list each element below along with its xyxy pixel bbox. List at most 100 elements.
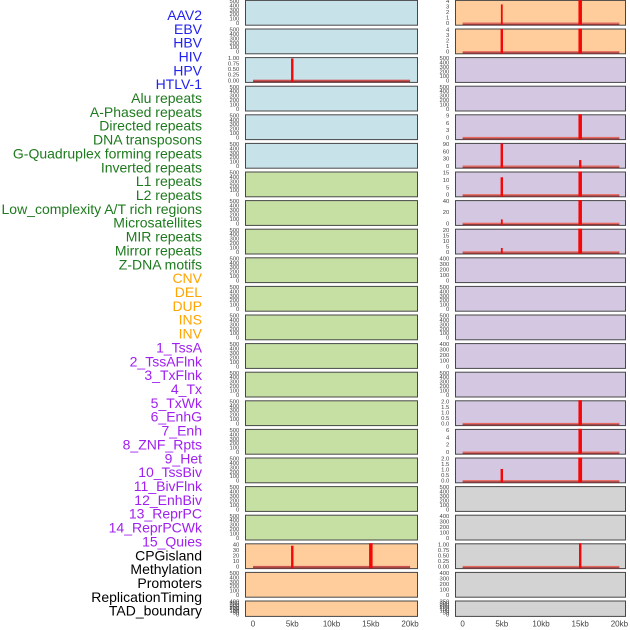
svg-text:2.0: 2.0 <box>441 399 450 405</box>
svg-text:500: 500 <box>229 199 240 205</box>
svg-text:6: 6 <box>446 428 450 434</box>
svg-text:300: 300 <box>229 151 240 157</box>
svg-text:100: 100 <box>439 331 450 337</box>
svg-text:Directed repeats: Directed repeats <box>99 118 202 134</box>
svg-text:6: 6 <box>446 121 450 127</box>
svg-text:500: 500 <box>439 371 450 377</box>
svg-text:0: 0 <box>236 50 240 56</box>
svg-text:100: 100 <box>439 609 450 615</box>
svg-text:1.5: 1.5 <box>441 462 450 468</box>
svg-text:100: 100 <box>439 303 450 309</box>
svg-text:150: 150 <box>229 608 240 614</box>
svg-text:40: 40 <box>233 542 240 548</box>
svg-text:0: 0 <box>236 612 240 618</box>
svg-text:9: 9 <box>446 113 449 119</box>
svg-text:1.0: 1.0 <box>441 468 450 474</box>
svg-text:250: 250 <box>439 603 450 609</box>
svg-text:0: 0 <box>446 278 450 284</box>
svg-text:500: 500 <box>229 28 240 34</box>
svg-text:INS: INS <box>179 312 202 328</box>
svg-text:HBV: HBV <box>173 35 202 51</box>
svg-text:300: 300 <box>229 437 240 443</box>
svg-text:15: 15 <box>443 171 450 177</box>
svg-text:400: 400 <box>439 89 450 95</box>
svg-text:200: 200 <box>229 127 240 133</box>
svg-text:13_ReprPC: 13_ReprPC <box>129 506 202 522</box>
svg-text:200: 200 <box>439 525 450 531</box>
svg-text:CPGisland: CPGisland <box>135 547 202 563</box>
svg-text:300: 300 <box>439 322 450 328</box>
svg-text:300: 300 <box>229 294 240 300</box>
svg-text:500: 500 <box>229 228 240 234</box>
svg-text:400: 400 <box>439 318 450 324</box>
svg-text:50: 50 <box>443 610 450 616</box>
svg-text:500: 500 <box>229 485 240 491</box>
svg-text:300: 300 <box>439 65 450 71</box>
svg-text:15_Quies: 15_Quies <box>142 533 202 549</box>
svg-text:10_TssBiv: 10_TssBiv <box>138 464 202 480</box>
svg-text:1.0: 1.0 <box>441 410 450 416</box>
svg-text:5: 5 <box>446 244 450 250</box>
svg-text:0: 0 <box>236 221 240 227</box>
svg-text:0: 0 <box>236 164 240 170</box>
svg-text:40: 40 <box>443 199 450 205</box>
svg-text:8_ZNF_Rpts: 8_ZNF_Rpts <box>123 436 202 452</box>
svg-text:100: 100 <box>229 531 240 537</box>
svg-text:5: 5 <box>446 185 450 191</box>
svg-text:0.50: 0.50 <box>228 67 240 73</box>
svg-text:0: 0 <box>446 21 450 27</box>
svg-text:300: 300 <box>229 523 240 529</box>
svg-text:60: 60 <box>443 149 450 155</box>
svg-text:500: 500 <box>229 113 240 119</box>
svg-text:150: 150 <box>439 607 450 613</box>
svg-text:400: 400 <box>439 571 450 577</box>
svg-text:0.00: 0.00 <box>438 564 450 570</box>
svg-text:300: 300 <box>439 380 450 386</box>
svg-text:1: 1 <box>446 44 449 50</box>
svg-text:HTLV-1: HTLV-1 <box>156 76 203 92</box>
svg-text:500: 500 <box>229 571 240 577</box>
svg-text:5kb: 5kb <box>286 620 299 629</box>
svg-text:Low_complexity A/T rich region: Low_complexity A/T rich regions <box>2 201 203 217</box>
svg-text:350: 350 <box>229 601 240 607</box>
svg-text:300: 300 <box>439 348 450 354</box>
svg-text:100: 100 <box>439 74 450 80</box>
svg-text:400: 400 <box>229 318 240 324</box>
svg-text:200: 200 <box>229 384 240 390</box>
svg-text:100: 100 <box>229 160 240 166</box>
svg-text:90: 90 <box>443 142 450 148</box>
svg-text:500: 500 <box>229 171 240 177</box>
svg-text:400: 400 <box>229 375 240 381</box>
svg-text:200: 200 <box>229 212 240 218</box>
svg-text:400: 400 <box>229 32 240 38</box>
svg-text:100: 100 <box>229 102 240 108</box>
svg-text:4: 4 <box>446 28 450 34</box>
svg-text:15kb: 15kb <box>572 620 590 629</box>
svg-text:A-Phased repeats: A-Phased repeats <box>90 104 202 120</box>
svg-text:0: 0 <box>460 620 465 629</box>
svg-text:400: 400 <box>229 118 240 124</box>
svg-text:0: 0 <box>446 135 450 141</box>
svg-text:0: 0 <box>446 536 450 542</box>
svg-text:14_ReprPCWk: 14_ReprPCWk <box>109 520 203 536</box>
svg-text:0: 0 <box>446 336 450 342</box>
svg-text:200: 200 <box>439 582 450 588</box>
svg-text:500: 500 <box>439 314 450 320</box>
svg-text:100: 100 <box>229 503 240 509</box>
svg-text:1.00: 1.00 <box>228 56 240 62</box>
svg-text:0: 0 <box>236 507 240 513</box>
svg-text:400: 400 <box>229 575 240 581</box>
svg-text:200: 200 <box>229 155 240 161</box>
svg-text:200: 200 <box>439 384 450 390</box>
svg-text:500: 500 <box>229 428 240 434</box>
svg-text:400: 400 <box>229 289 240 295</box>
svg-text:Inverted repeats: Inverted repeats <box>101 159 202 175</box>
svg-text:0: 0 <box>236 536 240 542</box>
svg-text:3: 3 <box>446 33 450 39</box>
svg-text:300: 300 <box>229 494 240 500</box>
svg-text:100: 100 <box>229 45 240 51</box>
svg-text:300: 300 <box>439 94 450 100</box>
svg-text:100: 100 <box>439 102 450 108</box>
svg-text:500: 500 <box>229 342 240 348</box>
svg-text:1_TssA: 1_TssA <box>156 339 203 355</box>
